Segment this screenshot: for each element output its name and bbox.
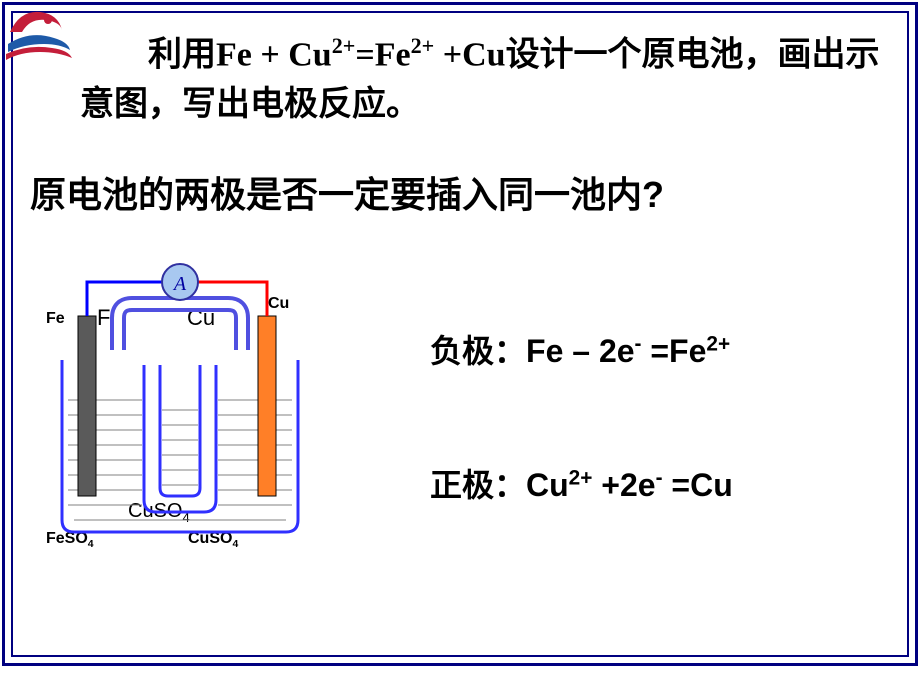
pos-a: Cu bbox=[526, 467, 569, 503]
pos-eq: =Cu bbox=[663, 467, 733, 503]
pos-sup-a: 2+ bbox=[569, 466, 593, 489]
neg-a: Fe – 2e bbox=[526, 333, 635, 369]
reaction-suffix: +Cu bbox=[434, 36, 505, 73]
reaction-a: Fe + Cu bbox=[216, 36, 332, 73]
logo bbox=[0, 0, 76, 62]
neg-eq: =Fe bbox=[641, 333, 706, 369]
negative-electrode-eq: 负极：Fe – 2e- =Fe2+ bbox=[430, 326, 730, 372]
cell-diagram: A bbox=[50, 260, 310, 570]
pos-mid: +2e bbox=[592, 467, 655, 503]
ammeter-label: A bbox=[172, 273, 187, 295]
reaction-mid: =Fe bbox=[355, 36, 410, 73]
reaction-sup2: 2+ bbox=[411, 33, 435, 58]
positive-electrode-eq: 正极：Cu2+ +2e- =Cu bbox=[430, 460, 733, 506]
pos-sup-b: - bbox=[656, 466, 663, 489]
pos-label: 正极： bbox=[430, 467, 526, 503]
neg-label: 负极： bbox=[430, 333, 526, 369]
paragraph-1: 利用Fe + Cu2+=Fe2+ +Cu设计一个原电池，画出示意图，写出电极反应… bbox=[80, 30, 890, 129]
heading-question: 原电池的两极是否一定要插入同一池内? bbox=[30, 166, 890, 218]
neg-sup-b: 2+ bbox=[706, 332, 730, 355]
reaction-sup1: 2+ bbox=[332, 33, 356, 58]
p1-prefix: 利用 bbox=[148, 36, 216, 73]
